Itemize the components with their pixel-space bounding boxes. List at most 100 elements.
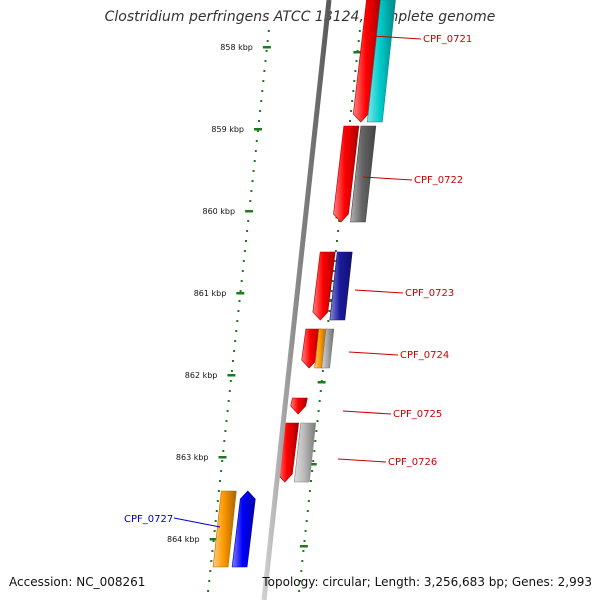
ruler-dot bbox=[243, 250, 246, 252]
genome-title: Clostridium perfringens ATCC 13124, comp… bbox=[104, 9, 496, 25]
ruler-dot bbox=[225, 420, 228, 422]
track-dot bbox=[317, 410, 320, 412]
ruler-dot bbox=[207, 590, 210, 592]
ruler-dot bbox=[228, 390, 231, 392]
gene-leader-line bbox=[173, 517, 221, 528]
ruler-tick bbox=[262, 46, 271, 49]
ruler-dot bbox=[254, 150, 257, 152]
track-dot bbox=[354, 70, 357, 72]
gene-feature[interactable] bbox=[321, 328, 335, 369]
track-dot bbox=[300, 570, 303, 572]
ruler-dot bbox=[246, 230, 249, 232]
track-dot bbox=[303, 540, 306, 542]
ruler-dot bbox=[239, 290, 242, 292]
gene-tracks bbox=[212, 0, 396, 568]
ruler-dot bbox=[262, 80, 265, 82]
gene-label[interactable]: CPF_0722 bbox=[414, 175, 463, 186]
gene-feature[interactable] bbox=[329, 251, 353, 321]
ruler-dot bbox=[247, 220, 250, 222]
ruler-dot bbox=[208, 580, 211, 582]
track-dot bbox=[321, 370, 324, 372]
ruler-dot bbox=[221, 460, 224, 462]
gene-leader-line bbox=[348, 351, 399, 356]
accession-label: Accession: NC_008261 bbox=[9, 575, 146, 589]
track-dot bbox=[355, 60, 358, 62]
gene-feature[interactable] bbox=[212, 490, 237, 568]
ruler-dot bbox=[250, 190, 253, 192]
ruler-tick-label: 864 kbp bbox=[167, 535, 200, 544]
ruler-tick bbox=[254, 128, 262, 131]
gene-feature[interactable] bbox=[352, 0, 382, 123]
ruler-dot bbox=[220, 470, 223, 472]
track-dot bbox=[307, 500, 310, 502]
gene-feature[interactable] bbox=[312, 251, 336, 321]
ruler-dot bbox=[216, 500, 219, 502]
gene-cpf-0725[interactable] bbox=[290, 397, 308, 415]
gene-feature[interactable] bbox=[350, 125, 377, 223]
ruler-dot bbox=[217, 490, 220, 492]
track-dot bbox=[338, 220, 341, 222]
ruler-dot bbox=[210, 560, 213, 562]
ruler-dot bbox=[249, 200, 252, 202]
ruler-dot bbox=[230, 370, 233, 372]
gene-feature[interactable] bbox=[333, 125, 360, 223]
track-dot bbox=[349, 120, 351, 122]
gene-leader-line bbox=[362, 176, 413, 181]
ruler-dot bbox=[267, 30, 270, 32]
track-dot bbox=[314, 440, 317, 442]
ruler-tick-label: 862 kbp bbox=[185, 371, 218, 380]
gene-label[interactable]: CPF_0721 bbox=[423, 34, 472, 45]
ruler-dot bbox=[234, 340, 237, 342]
ruler-dot bbox=[255, 140, 258, 142]
ruler-dot bbox=[212, 540, 215, 542]
gene-cpf-0724[interactable] bbox=[301, 328, 335, 369]
ruler-tick bbox=[218, 456, 227, 459]
ruler-dot bbox=[236, 320, 239, 322]
track-dot bbox=[353, 80, 356, 82]
track-dot bbox=[308, 490, 311, 492]
gene-feature[interactable] bbox=[366, 0, 396, 123]
ruler-dot bbox=[259, 110, 262, 112]
gene-feature[interactable] bbox=[231, 490, 256, 568]
ruler-dot bbox=[229, 380, 232, 382]
ruler-dot bbox=[232, 360, 234, 362]
gene-label[interactable]: CPF_0724 bbox=[400, 350, 449, 361]
track-dot bbox=[304, 530, 307, 532]
gene-label[interactable]: CPF_0723 bbox=[405, 288, 454, 299]
ruler-dot bbox=[266, 40, 269, 42]
ruler-dot bbox=[227, 400, 230, 402]
ruler-dot bbox=[264, 60, 267, 62]
track-dot bbox=[358, 30, 361, 32]
ruler-dot bbox=[242, 260, 245, 262]
genome-summary-label: Topology: circular; Length: 3,256,683 bp… bbox=[262, 575, 592, 589]
track-tick bbox=[308, 463, 317, 466]
gene-feature[interactable] bbox=[290, 397, 308, 415]
ruler-dot bbox=[222, 450, 225, 452]
ruler-tick-label: 859 kbp bbox=[211, 125, 244, 134]
track-dot bbox=[299, 580, 302, 582]
gene-cpf-0722[interactable] bbox=[333, 125, 377, 223]
genome-backbone bbox=[261, 0, 332, 600]
track-dot bbox=[351, 100, 354, 102]
gene-cpf-0727[interactable] bbox=[212, 490, 256, 568]
gene-label[interactable]: CPF_0726 bbox=[388, 457, 437, 468]
gene-feature[interactable] bbox=[293, 422, 317, 483]
ruler-dot bbox=[209, 570, 212, 572]
track-tick bbox=[326, 299, 335, 302]
ruler-tick bbox=[209, 538, 218, 541]
ruler-dot bbox=[263, 70, 266, 72]
ruler-dot bbox=[224, 430, 227, 432]
track-dot bbox=[310, 480, 312, 482]
track-dot bbox=[318, 400, 321, 402]
track-tick bbox=[353, 51, 362, 54]
track-dot bbox=[316, 420, 319, 422]
gene-label[interactable]: CPF_0725 bbox=[393, 409, 442, 420]
gene-cpf-0721[interactable] bbox=[352, 0, 396, 123]
gene-cpf-0723[interactable] bbox=[312, 251, 353, 321]
ruler-dot bbox=[261, 90, 264, 92]
ruler-dot bbox=[251, 180, 254, 182]
gene-leader-line bbox=[354, 289, 404, 294]
gene-label[interactable]: CPF_0727 bbox=[124, 514, 173, 525]
track-dot bbox=[352, 90, 355, 92]
